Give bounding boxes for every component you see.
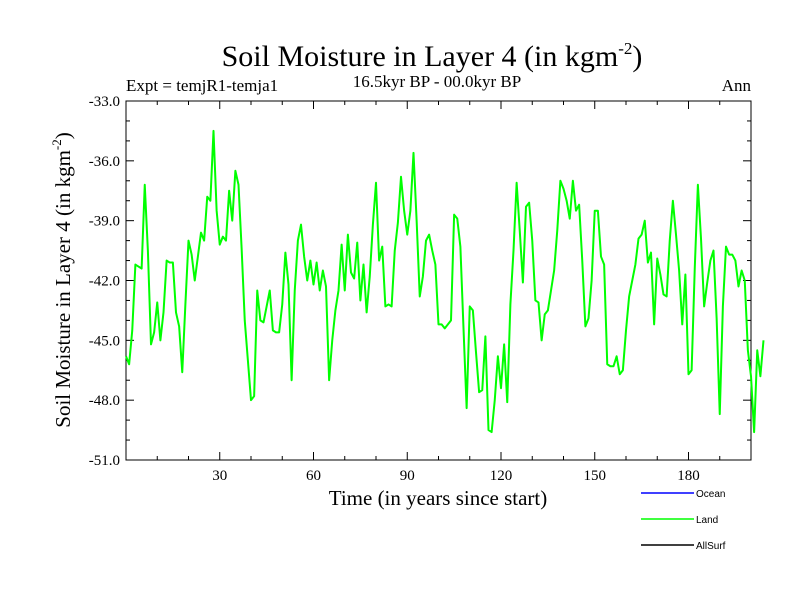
chart-title-sup: -2 xyxy=(618,39,632,58)
y-axis-label: Soil Moisture in Layer 4 (in kgm-2) xyxy=(49,132,75,427)
x-tick-label: 60 xyxy=(306,468,321,484)
x-tick-label: 150 xyxy=(584,468,607,484)
y-axis-label-sup: -2 xyxy=(49,139,64,150)
series-line-land xyxy=(125,129,765,434)
y-tick-label: -48.0 xyxy=(89,393,120,409)
legend-label-allsurf: AllSurf xyxy=(696,541,726,552)
y-tick-label: -39.0 xyxy=(89,214,120,230)
y-axis: -33.0 -36.0 -39.0 -42.0 -45.0 -48.0 -51.0 xyxy=(89,94,751,469)
experiment-label: Expt = temjR1-temja1 xyxy=(126,76,278,95)
chart-title-close: ) xyxy=(632,40,642,73)
y-tick-label: -42.0 xyxy=(89,274,120,290)
y-axis-label-main: Soil Moisture in Layer 4 (in kgm xyxy=(51,150,75,428)
x-tick-label: 90 xyxy=(400,468,415,484)
chart-title-main: Soil Moisture in Layer 4 (in kgm xyxy=(222,40,619,73)
x-axis: 30 60 90 120 150 180 xyxy=(156,101,721,484)
x-tick-label: 120 xyxy=(490,468,513,484)
legend-label-ocean: Ocean xyxy=(696,489,725,500)
legend-label-land: Land xyxy=(696,515,718,526)
chart-title: Soil Moisture in Layer 4 (in kgm-2) xyxy=(222,39,643,73)
x-tick-label: 180 xyxy=(677,468,700,484)
y-tick-label: -45.0 xyxy=(89,333,120,349)
x-axis-label: Time (in years since start) xyxy=(329,486,548,510)
x-tick-label: 30 xyxy=(212,468,227,484)
period-label: 16.5kyr BP - 00.0kyr BP xyxy=(353,72,521,91)
series-layer xyxy=(125,129,765,434)
plot-frame xyxy=(125,100,752,461)
y-tick-label: -33.0 xyxy=(89,94,120,110)
y-axis-label-close: ) xyxy=(51,132,75,139)
legend: Ocean Land AllSurf xyxy=(641,489,726,552)
y-tick-label: -51.0 xyxy=(89,453,120,469)
season-label: Ann xyxy=(722,76,752,95)
y-tick-label: -36.0 xyxy=(89,154,120,170)
